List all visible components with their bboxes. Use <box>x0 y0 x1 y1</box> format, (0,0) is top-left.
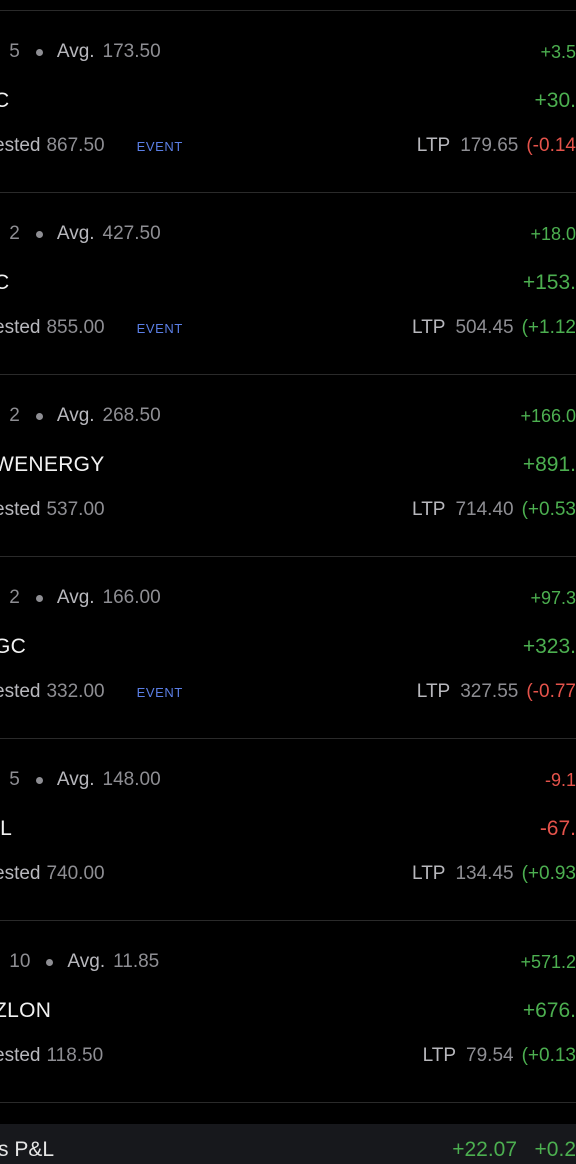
ltp-change: (+1.12 <box>521 317 576 338</box>
pnl-percent: +571.2 <box>520 951 576 972</box>
invested-label: ested <box>0 499 41 520</box>
separator-dot <box>35 230 43 238</box>
invested-value: 740.00 <box>46 863 105 884</box>
avg-value: 427.50 <box>102 223 161 244</box>
holding-row[interactable]: . 10 Avg. 11.85 +571.2 ZLON +676. ested … <box>0 921 576 1103</box>
event-badge: EVENT <box>136 320 183 336</box>
pnl-percent: +166.0 <box>520 405 576 426</box>
symbol: ZLON <box>0 999 52 1022</box>
ltp-value: 327.55 <box>460 681 519 702</box>
ltp-label: LTP <box>412 499 446 520</box>
qty-value: 2 <box>9 223 20 244</box>
invested-value: 118.50 <box>46 1045 104 1066</box>
separator-dot <box>35 776 43 784</box>
holding-row[interactable]: . 5 Avg. 148.00 -9.1 IL -67. ested 740.0… <box>0 739 576 921</box>
pnl-value: +891. <box>522 453 576 476</box>
avg-label: Avg. <box>56 223 95 244</box>
avg-value: 173.50 <box>102 41 161 62</box>
ltp-change: (+0.93 <box>521 863 576 884</box>
avg-label: Avg. <box>56 587 95 608</box>
holdings-list: . 5 Avg. 173.50 +3.5 C +30. ested 867.50… <box>0 11 576 1103</box>
separator-dot <box>46 958 54 966</box>
qty-value: 2 <box>9 587 20 608</box>
ltp-label: LTP <box>412 317 446 338</box>
pnl-percent: +3.5 <box>540 41 576 62</box>
invested-label: ested <box>0 863 41 884</box>
pnl-value: +153. <box>522 271 576 294</box>
ltp-label: LTP <box>416 681 451 702</box>
pnl-value: +323. <box>522 635 576 658</box>
ltp-change: (-0.77 <box>526 681 576 702</box>
symbol: GC <box>0 635 27 658</box>
pnl-value: +30. <box>534 89 576 112</box>
ltp-value: 79.54 <box>466 1045 514 1066</box>
invested-label: ested <box>0 135 41 156</box>
pnl-percent: +97.3 <box>530 587 576 608</box>
ltp-value: 504.45 <box>455 317 514 338</box>
top-divider <box>0 10 576 11</box>
qty-value: 10 <box>9 951 31 972</box>
pnl-value: -67. <box>539 817 576 840</box>
day-pnl-label: 's P&L <box>0 1138 55 1161</box>
ltp-value: 179.65 <box>460 135 519 156</box>
separator-dot <box>35 412 43 420</box>
invested-label: ested <box>0 317 41 338</box>
avg-label: Avg. <box>56 41 95 62</box>
invested-value: 855.00 <box>46 317 105 338</box>
invested-label: ested <box>0 681 41 702</box>
symbol: WENERGY <box>0 453 105 476</box>
avg-value: 268.50 <box>102 405 161 426</box>
separator-dot <box>35 48 43 56</box>
separator-dot <box>35 594 43 602</box>
ltp-label: LTP <box>416 135 451 156</box>
invested-value: 537.00 <box>46 499 105 520</box>
pnl-value: +676. <box>522 999 576 1022</box>
invested-label: ested <box>0 1045 41 1066</box>
holding-row[interactable]: . 2 Avg. 427.50 +18.0 C +153. ested 855.… <box>0 193 576 375</box>
avg-label: Avg. <box>56 405 95 426</box>
ltp-change: (+0.53 <box>521 499 576 520</box>
ltp-label: LTP <box>412 863 446 884</box>
event-badge: EVENT <box>136 684 183 700</box>
symbol: C <box>0 271 10 294</box>
qty-value: 5 <box>9 769 20 790</box>
avg-value: 148.00 <box>102 769 161 790</box>
day-pnl-value: +22.07 +0.2 <box>452 1138 576 1161</box>
ltp-value: 134.45 <box>455 863 514 884</box>
event-badge: EVENT <box>136 138 183 154</box>
pnl-percent: -9.1 <box>544 769 576 790</box>
symbol: IL <box>0 817 13 840</box>
qty-value: 2 <box>9 405 20 426</box>
pnl-percent: +18.0 <box>530 223 576 244</box>
holding-row[interactable]: . 2 Avg. 268.50 +166.0 WENERGY +891. est… <box>0 375 576 557</box>
day-pnl-bar[interactable]: 's P&L +22.07 +0.2 <box>0 1124 576 1164</box>
qty-value: 5 <box>9 41 20 62</box>
ltp-label: LTP <box>422 1045 457 1066</box>
avg-value: 11.85 <box>113 951 160 972</box>
avg-value: 166.00 <box>102 587 161 608</box>
avg-label: Avg. <box>56 769 95 790</box>
invested-value: 332.00 <box>46 681 105 702</box>
avg-label: Avg. <box>67 951 106 972</box>
holding-row[interactable]: . 5 Avg. 173.50 +3.5 C +30. ested 867.50… <box>0 11 576 193</box>
invested-value: 867.50 <box>46 135 105 156</box>
symbol: C <box>0 89 10 112</box>
holding-row[interactable]: . 2 Avg. 166.00 +97.3 GC +323. ested 332… <box>0 557 576 739</box>
ltp-change: (+0.13 <box>521 1045 576 1066</box>
ltp-change: (-0.14 <box>526 135 576 156</box>
ltp-value: 714.40 <box>455 499 514 520</box>
